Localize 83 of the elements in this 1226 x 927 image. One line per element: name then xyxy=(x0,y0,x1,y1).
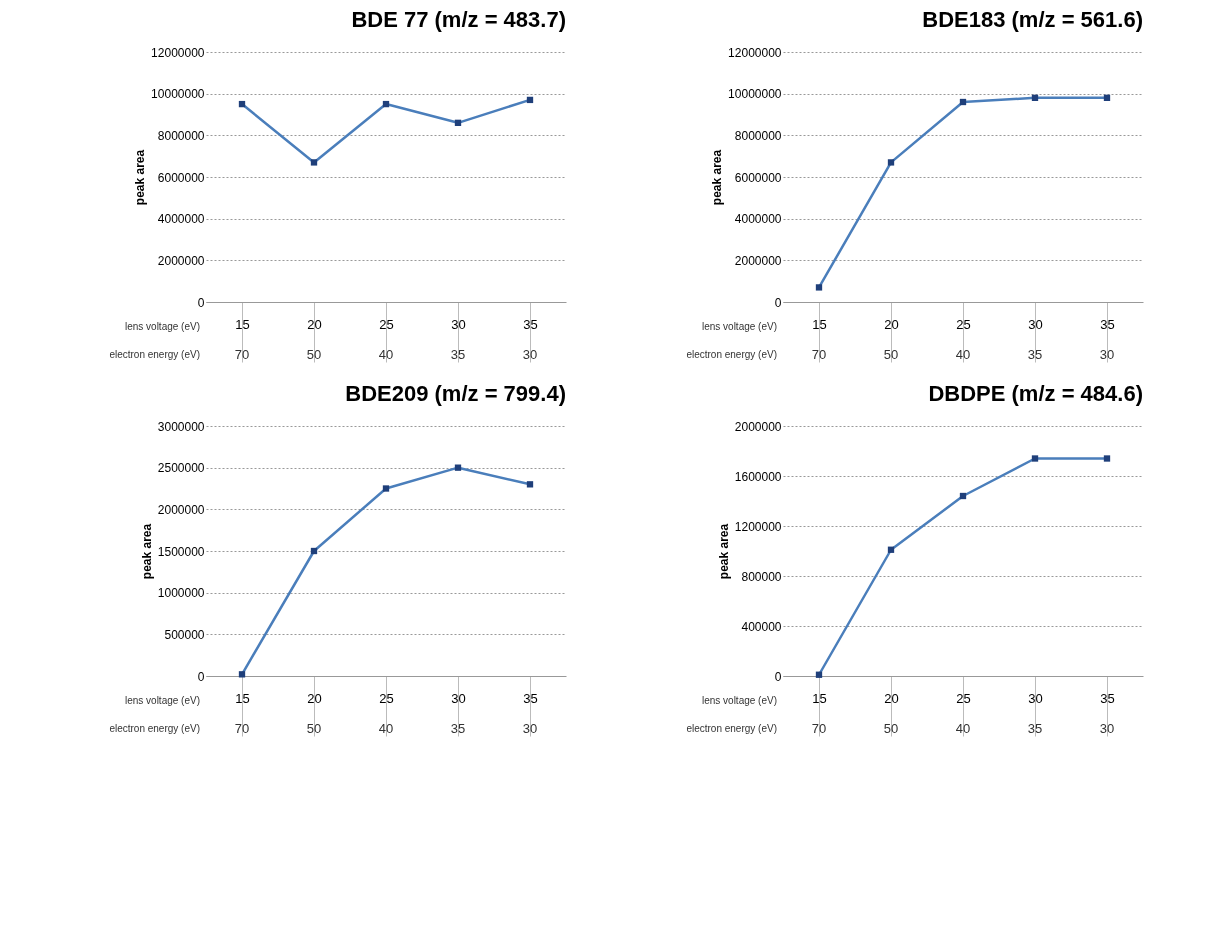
annotation: 35 xyxy=(1027,721,1043,736)
annotation: 30 xyxy=(1099,721,1115,736)
y-tick-label: 6000000 xyxy=(157,170,205,185)
chart-title: BDE 77 (m/z = 483.7) xyxy=(351,7,566,32)
x-tick-label: 15 xyxy=(812,690,827,706)
x-tick-label: 35 xyxy=(523,690,538,706)
chart-title: DBDPE (m/z = 484.6) xyxy=(928,381,1143,406)
annotation: 40 xyxy=(955,347,971,362)
x-tick-label: 20 xyxy=(307,316,322,332)
y-tick-label: 0 xyxy=(774,669,782,684)
text: electron energy (eV) xyxy=(109,349,200,360)
annotation: 30 xyxy=(522,347,538,362)
annotation: 40 xyxy=(955,721,971,736)
x-tick-label: 30 xyxy=(451,690,466,706)
x-tick-label: 15 xyxy=(235,690,250,706)
text: lens voltage (eV) xyxy=(701,321,777,332)
x-tick-label: 20 xyxy=(307,690,322,706)
y-tick-label: 1600000 xyxy=(734,469,782,484)
x-tick-label: 30 xyxy=(1028,316,1043,332)
y-tick-label: 800000 xyxy=(741,569,782,584)
annotation: 35 xyxy=(1027,347,1043,362)
text: electron energy (eV) xyxy=(686,723,777,734)
annotation: 30 xyxy=(1099,347,1115,362)
annotation: 50 xyxy=(883,721,899,736)
y-axis-title: peak area xyxy=(716,523,731,580)
y-tick-label: 2000000 xyxy=(157,253,205,268)
annotation: 70 xyxy=(811,721,827,736)
x-tick-label: 15 xyxy=(812,316,827,332)
y-tick-label: 2000000 xyxy=(157,502,205,517)
x-tick-label: 30 xyxy=(451,316,466,332)
y-tick-label: 8000000 xyxy=(734,128,782,143)
y-tick-label: 0 xyxy=(197,669,205,684)
y-tick-label: 6000000 xyxy=(734,170,782,185)
y-tick-label: 400000 xyxy=(741,619,782,634)
annotation: 30 xyxy=(522,721,538,736)
text: lens voltage (eV) xyxy=(701,695,777,706)
y-tick-label: 10000000 xyxy=(728,87,782,102)
y-tick-label: 8000000 xyxy=(157,128,205,143)
y-tick-label: 1500000 xyxy=(157,544,205,559)
y-tick-label: 2500000 xyxy=(157,461,205,476)
y-tick-label: 4000000 xyxy=(734,212,782,227)
y-tick-label: 12000000 xyxy=(728,45,782,60)
y-tick-label: 1000000 xyxy=(157,586,205,601)
text: electron energy (eV) xyxy=(686,349,777,360)
y-tick-label: 4000000 xyxy=(157,212,205,227)
y-tick-label: 10000000 xyxy=(151,87,205,102)
chart-title: BDE209 (m/z = 799.4) xyxy=(345,381,566,406)
x-tick-label: 35 xyxy=(1100,690,1115,706)
chart-title: BDE183 (m/z = 561.6) xyxy=(922,7,1143,32)
x-tick-label: 20 xyxy=(884,690,899,706)
y-axis-title: peak area xyxy=(133,149,148,206)
text: lens voltage (eV) xyxy=(124,695,200,706)
y-tick-label: 0 xyxy=(197,295,205,310)
annotation: 70 xyxy=(234,347,250,362)
annotation: 70 xyxy=(234,721,250,736)
y-tick-label: 0 xyxy=(774,295,782,310)
x-tick-label: 35 xyxy=(1100,316,1115,332)
annotation: 50 xyxy=(306,721,322,736)
text: electron energy (eV) xyxy=(109,723,200,734)
y-tick-label: 1200000 xyxy=(734,519,782,534)
annotation: 50 xyxy=(883,347,899,362)
annotation: 50 xyxy=(306,347,322,362)
x-tick-label: 25 xyxy=(379,690,394,706)
x-tick-label: 20 xyxy=(884,316,899,332)
x-tick-label: 25 xyxy=(379,316,394,332)
y-tick-label: 2000000 xyxy=(734,253,782,268)
y-tick-label: 12000000 xyxy=(151,45,205,60)
x-tick-label: 25 xyxy=(956,316,971,332)
x-tick-label: 15 xyxy=(235,316,250,332)
x-tick-label: 35 xyxy=(523,316,538,332)
annotation: 70 xyxy=(811,347,827,362)
text: lens voltage (eV) xyxy=(124,321,200,332)
y-tick-label: 3000000 xyxy=(157,419,205,434)
y-axis-title: peak area xyxy=(710,149,725,206)
x-tick-label: 30 xyxy=(1028,690,1043,706)
annotation: 35 xyxy=(450,721,466,736)
y-tick-label: 500000 xyxy=(164,627,205,642)
y-tick-label: 2000000 xyxy=(734,419,782,434)
y-axis-title: peak area xyxy=(139,523,154,580)
annotation: 40 xyxy=(378,721,394,736)
annotation: 35 xyxy=(450,347,466,362)
x-tick-label: 25 xyxy=(956,690,971,706)
annotation: 40 xyxy=(378,347,394,362)
